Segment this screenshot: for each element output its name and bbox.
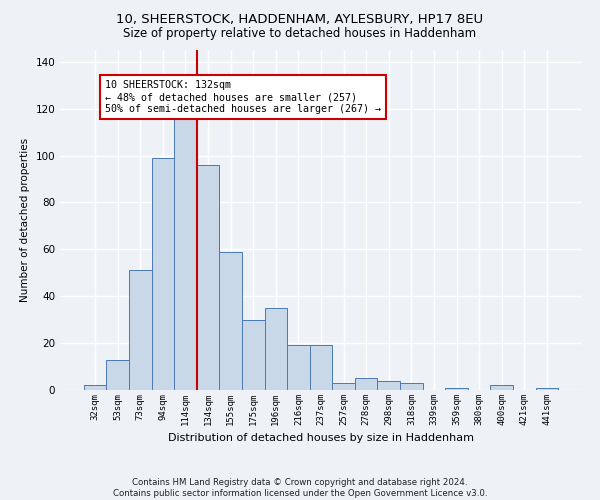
Text: 10 SHEERSTOCK: 132sqm
← 48% of detached houses are smaller (257)
50% of semi-det: 10 SHEERSTOCK: 132sqm ← 48% of detached … (105, 80, 381, 114)
Bar (265, 308, 287, 390)
Y-axis label: Number of detached properties: Number of detached properties (20, 138, 30, 302)
Bar (310, 346, 332, 390)
Bar (355, 378, 377, 390)
Bar (490, 386, 513, 390)
Bar (400, 383, 422, 390)
Bar (377, 380, 400, 390)
X-axis label: Distribution of detached houses by size in Haddenham: Distribution of detached houses by size … (168, 434, 474, 444)
Bar (536, 388, 558, 390)
Bar (242, 320, 265, 390)
Bar (445, 388, 468, 390)
Bar (220, 252, 242, 390)
Text: Size of property relative to detached houses in Haddenham: Size of property relative to detached ho… (124, 28, 476, 40)
Bar (174, 116, 197, 390)
Text: Contains HM Land Registry data © Crown copyright and database right 2024.
Contai: Contains HM Land Registry data © Crown c… (113, 478, 487, 498)
Text: 10, SHEERSTOCK, HADDENHAM, AYLESBURY, HP17 8EU: 10, SHEERSTOCK, HADDENHAM, AYLESBURY, HP… (116, 12, 484, 26)
Bar (106, 360, 129, 390)
Bar (152, 158, 174, 390)
Bar (197, 165, 220, 390)
Bar (332, 383, 355, 390)
Bar (84, 386, 106, 390)
Bar (129, 270, 152, 390)
Bar (287, 346, 310, 390)
